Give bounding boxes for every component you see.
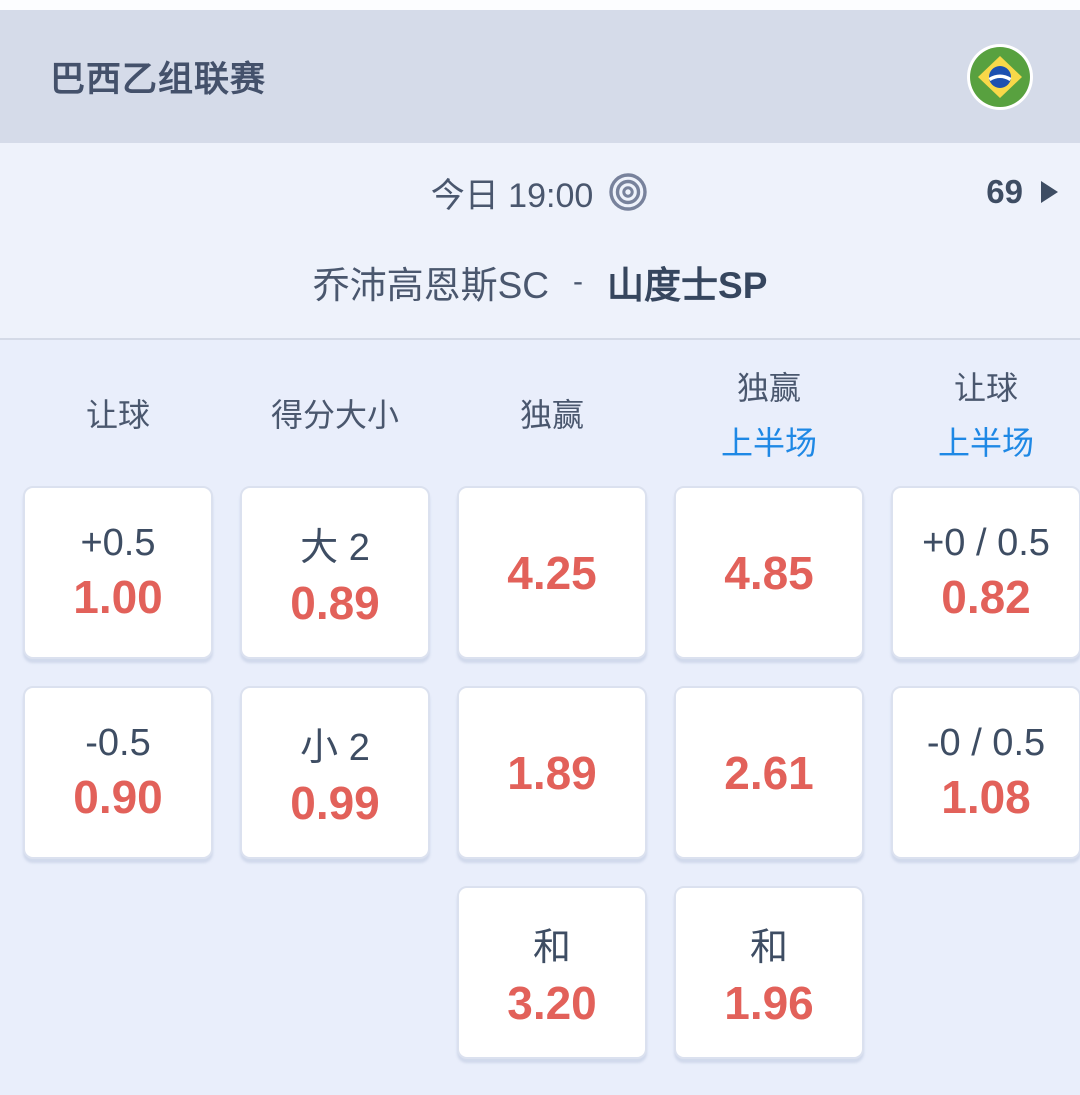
odds-cell[interactable]: 大 2 0.89	[240, 486, 430, 659]
odds-cell[interactable]: 和 1.96	[674, 886, 864, 1059]
match-time: 今日 19:00	[430, 176, 594, 215]
odds-cell[interactable]: +0 / 0.5 0.82	[891, 486, 1080, 659]
header-label: 独赢	[519, 397, 584, 433]
chevron-right-icon	[1041, 181, 1058, 203]
brazil-flag-icon	[966, 43, 1034, 111]
price-label: 4.25	[507, 546, 597, 599]
odds-cell[interactable]: -0.5 0.90	[23, 686, 213, 859]
price-label: 0.99	[290, 776, 380, 829]
price-label: 3.20	[507, 976, 597, 1029]
league-title: 巴西乙组联赛	[50, 60, 267, 99]
price-label: 1.89	[507, 746, 597, 799]
odds-cell[interactable]: +0.5 1.00	[23, 486, 213, 659]
selection-label: 和	[532, 926, 571, 969]
away-team-name: 山度士SP	[607, 264, 768, 306]
selection-label: 大 2	[300, 526, 370, 569]
odds-cell[interactable]: 小 2 0.99	[240, 686, 430, 859]
odds-cell[interactable]: 4.85	[674, 486, 864, 659]
selection-label: +0 / 0.5	[922, 521, 1050, 564]
header-label: 让球	[85, 397, 150, 433]
header-label: 让球	[953, 369, 1018, 406]
selection-label: -0.5	[85, 721, 151, 764]
odds-cell[interactable]: 2.61	[674, 686, 864, 859]
time-row: 今日 19:00 69	[0, 159, 1080, 225]
price-label: 1.08	[941, 770, 1031, 823]
price-label: 2.61	[724, 746, 814, 799]
market-headers: 让球 得分大小 独赢 独赢 上半场 让球 上半场	[0, 340, 1080, 486]
selection-label: -0 / 0.5	[926, 721, 1046, 764]
price-label: 0.89	[290, 576, 380, 629]
odds-grid: +0.5 1.00 大 2 0.89 4.25 4.85 +0 / 0.5 0.…	[0, 486, 1080, 1059]
odds-cell[interactable]: 1.89	[457, 686, 647, 859]
header-sublabel: 上半场	[720, 424, 817, 461]
odds-count: 69	[986, 173, 1023, 210]
header-label: 独赢	[736, 369, 801, 406]
odds-cell[interactable]: 4.25	[457, 486, 647, 659]
selection-label: 和	[749, 926, 788, 969]
selection-label: +0.5	[80, 521, 156, 564]
header-label: 得分大小	[270, 397, 399, 433]
market-header-moneyline-first-half: 独赢 上半场	[674, 340, 864, 486]
market-header-moneyline: 独赢	[457, 340, 647, 486]
price-label: 0.90	[73, 770, 163, 823]
market-header-handicap-first-half: 让球 上半场	[891, 340, 1080, 486]
header-sublabel: 上半场	[937, 424, 1034, 461]
match-info-section: 今日 19:00 69 乔沛高恩斯SC - 山度士SP	[0, 143, 1080, 340]
price-label: 1.00	[73, 570, 163, 623]
more-odds-button[interactable]: 69	[986, 173, 1058, 211]
selection-label: 小 2	[300, 726, 370, 769]
bullseye-icon	[607, 171, 649, 213]
price-label: 4.85	[724, 546, 814, 599]
top-strip	[0, 0, 1080, 10]
home-team-name: 乔沛高恩斯SC	[312, 264, 550, 306]
odds-cell[interactable]: -0 / 0.5 1.08	[891, 686, 1080, 859]
market-header-handicap: 让球	[23, 340, 213, 486]
team-separator: -	[573, 264, 584, 298]
match-teams[interactable]: 乔沛高恩斯SC - 山度士SP	[0, 225, 1080, 338]
price-label: 0.82	[941, 570, 1031, 623]
odds-cell[interactable]: 和 3.20	[457, 886, 647, 1059]
market-header-over-under: 得分大小	[240, 340, 430, 486]
league-header: 巴西乙组联赛	[0, 10, 1080, 143]
price-label: 1.96	[724, 976, 814, 1029]
